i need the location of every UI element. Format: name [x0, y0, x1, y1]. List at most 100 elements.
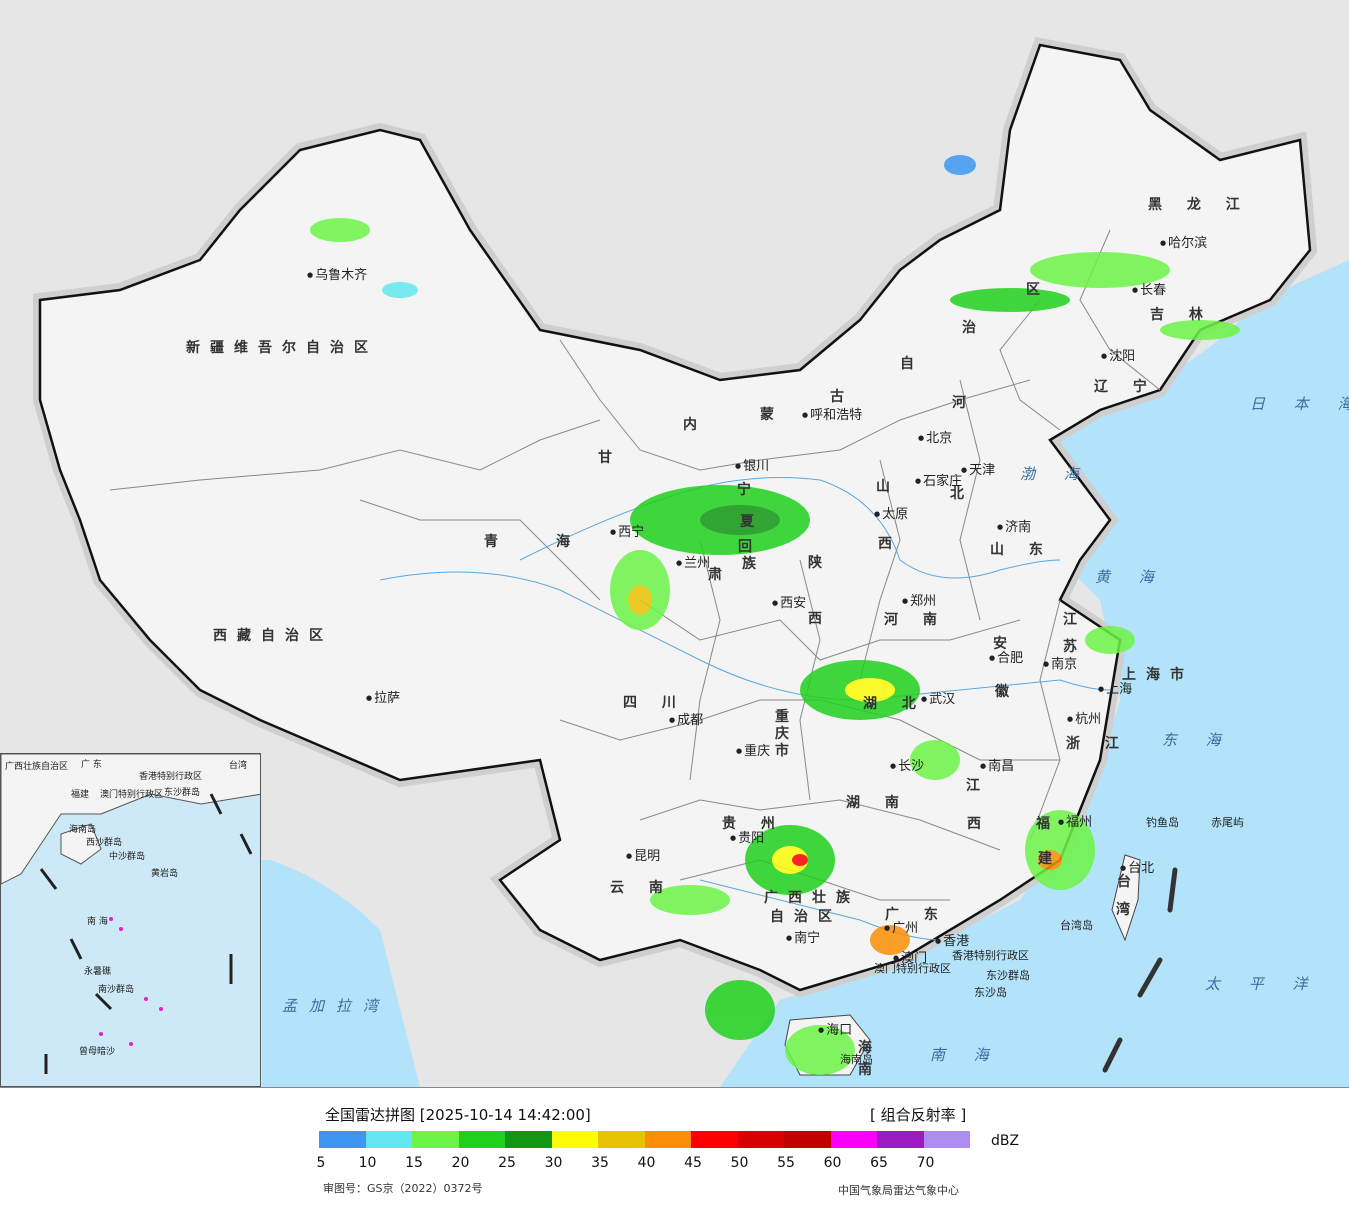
region-label: 新疆维吾尔自治区 — [186, 340, 378, 356]
tick-label: 25 — [498, 1155, 516, 1171]
city-label: 北京 — [918, 432, 952, 445]
island-label: 钓鱼岛 — [1146, 816, 1179, 829]
region-label: 徽 — [995, 684, 1019, 700]
region-label: 自治区 — [770, 909, 842, 925]
sea-label: 日 本 海 — [1250, 395, 1349, 413]
sea-label: 东 海 — [1162, 731, 1233, 749]
unit-label: dBZ — [991, 1133, 1020, 1149]
region-label: 自 — [900, 356, 924, 372]
city-label: 福州 — [1058, 816, 1092, 829]
color-swatch — [923, 1131, 970, 1148]
region-label: 辽 宁 — [1094, 379, 1157, 395]
city-label: 南宁 — [786, 932, 820, 945]
region-label: 江 — [966, 778, 990, 794]
tick-label: 55 — [777, 1155, 795, 1171]
region-label: 西藏自治区 — [213, 628, 333, 644]
region-label: 治 — [962, 320, 986, 336]
city-label: 成都 — [669, 714, 703, 727]
region-label: 黑 龙 江 — [1148, 197, 1250, 213]
city-label: 杭州 — [1067, 713, 1101, 726]
tick-label: 60 — [823, 1155, 842, 1171]
region-label: 广西壮族 — [764, 890, 860, 906]
east-sea-area — [720, 260, 1349, 1087]
inset-label: 西沙群岛 — [86, 838, 123, 848]
city-label: 南昌 — [980, 760, 1014, 773]
city-label: 西宁 — [610, 526, 644, 539]
inset-label: 广 东 — [81, 760, 102, 770]
city-label: 沈阳 — [1101, 350, 1135, 363]
color-swatch — [365, 1131, 412, 1148]
tick-label: 10 — [358, 1155, 377, 1171]
color-swatch — [458, 1131, 505, 1148]
city-label: 贵阳 — [730, 832, 764, 845]
region-label: 北 — [950, 486, 974, 502]
tick-label: 20 — [451, 1155, 470, 1171]
inset-label: 福建 — [71, 790, 90, 800]
region-label: 云 南 — [610, 880, 673, 896]
city-label: 银川 — [735, 460, 769, 473]
tick-label: 70 — [916, 1155, 935, 1171]
south-china-sea-inset[interactable]: 广西壮族自治区 广 东福建 台湾 香港特别行政区 澳门特别行政区 东沙群岛 海南岛 西沙群岛中… — [0, 753, 261, 1087]
city-label: 天津 — [961, 464, 995, 477]
city-label: 武汉 — [921, 693, 955, 706]
sea-label: 孟加拉湾 — [282, 997, 391, 1015]
region-label: 古 — [830, 389, 854, 405]
region-label: 甘 — [598, 450, 622, 466]
region-label: 苏 — [1063, 639, 1087, 655]
color-swatch — [691, 1131, 738, 1148]
inset-label: 广西壮族自治区 — [5, 762, 69, 772]
province-borders — [109, 229, 1161, 901]
city-label: 郑州 — [902, 595, 936, 608]
region-label: 浙 江 — [1066, 736, 1129, 752]
region-label: 建 — [1038, 851, 1062, 867]
island-label: 东沙岛 — [974, 986, 1007, 999]
region-label: 西 — [967, 816, 991, 832]
color-swatch — [830, 1131, 877, 1148]
city-label: 澳门 — [893, 952, 927, 965]
region-label: 重 — [775, 709, 799, 725]
inset-label: 香港特别行政区 — [139, 772, 203, 782]
inset-label: 中沙群岛 — [109, 852, 146, 862]
city-label: 海口 — [818, 1024, 852, 1037]
city-label: 济南 — [997, 521, 1031, 534]
island-label: 东沙群岛 — [986, 969, 1030, 982]
inset-canvas — [1, 754, 260, 1074]
region-label: 河 — [952, 395, 976, 411]
dash-line — [1102, 867, 1178, 1073]
tick-label: 15 — [405, 1155, 423, 1171]
city-label: 长沙 — [890, 760, 924, 773]
region-label: 澳门特别行政区 — [874, 962, 951, 975]
city-label: 合肥 — [989, 652, 1023, 665]
region-label: 安 — [993, 636, 1017, 652]
region-label: 湖 南 — [846, 795, 909, 811]
city-label: 哈尔滨 — [1160, 237, 1207, 250]
region-label: 山 — [876, 479, 900, 495]
region-label: 市 — [775, 743, 799, 759]
region-label: 海 — [556, 534, 580, 550]
color-swatch — [412, 1131, 459, 1148]
city-label: 昆明 — [626, 850, 660, 863]
legend-title: 全国雷达拼图 [2025-10-14 14:42:00] — [325, 1106, 591, 1124]
city-label: 乌鲁木齐 — [307, 269, 367, 282]
city-label: 香港 — [935, 935, 969, 948]
tick-label: 35 — [591, 1155, 609, 1171]
city-label: 重庆 — [736, 745, 770, 758]
rivers — [379, 477, 1111, 941]
radar-map[interactable]: 新疆维吾尔自治区 西藏自治区青海甘肃内蒙古自治区黑 龙 江吉 林辽 宁河北山西山 … — [0, 0, 1349, 1088]
city-label: 太原 — [874, 508, 908, 521]
region-label: 福 — [1036, 816, 1060, 832]
sea-label: 黄 海 — [1095, 568, 1166, 586]
inset-label: 台湾 — [229, 761, 248, 771]
region-label: 贵 州 — [722, 816, 785, 832]
color-swatch — [598, 1131, 645, 1148]
inset-label: 澳门特别行政区 — [100, 790, 164, 800]
approval-number: 审图号：GS京（2022）0372号 — [323, 1182, 483, 1195]
tick-label: 50 — [730, 1155, 749, 1171]
color-swatch — [505, 1131, 552, 1148]
inset-label: 南沙群岛 — [98, 985, 135, 995]
city-label: 南京 — [1043, 658, 1077, 671]
region-label: 蒙 — [760, 407, 784, 423]
inset-label: 海南岛 — [69, 825, 97, 835]
region-label: 族 — [742, 556, 766, 572]
region-label: 湾 — [1116, 902, 1140, 918]
